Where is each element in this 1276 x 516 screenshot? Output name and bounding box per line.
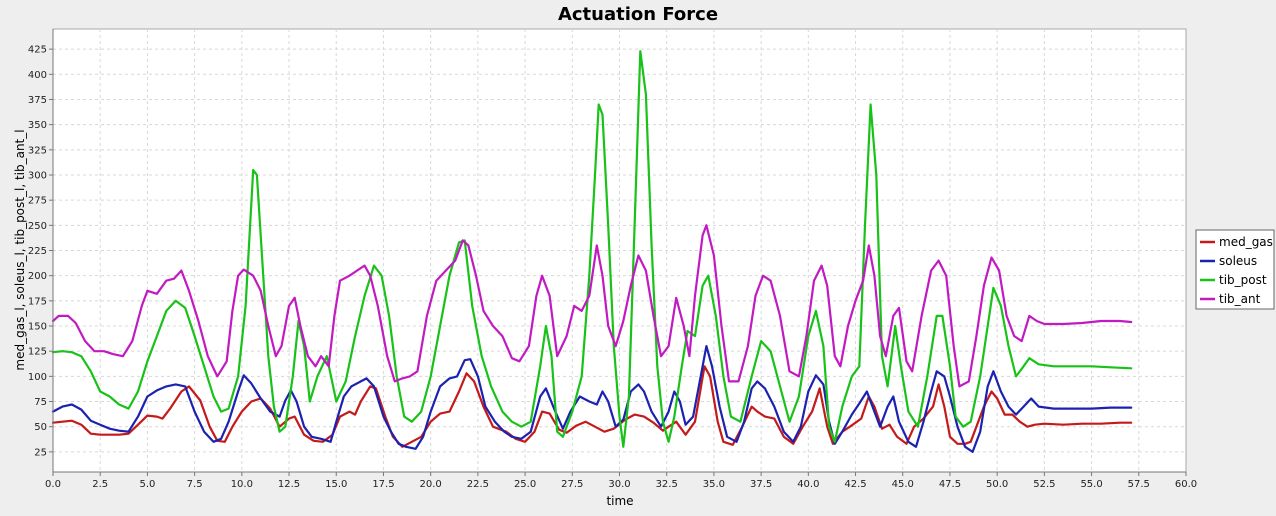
x-tick-label: 5.0 [139,479,155,490]
x-tick-label: 0.0 [45,479,61,490]
x-axis-ticks: 0.0 2.5 5.0 7.5 10.0 12.5 15.0 17.5 20.0 22.5 25.0… [45,472,1197,490]
y-axis-ticks: 25 50 75 100 125 150 175 200 225 250 275 300 325 350 3… [28,45,53,458]
y-tick-label: 225 [28,246,47,257]
y-tick-label: 250 [28,221,47,232]
y-tick-label: 125 [28,347,47,358]
y-tick-label: 50 [34,422,47,433]
series-line-tib-post [51,50,1133,448]
series-line-soleus [51,345,1133,453]
x-tick-label: 20.0 [420,479,442,490]
x-tick-label: 57.5 [1128,479,1150,490]
y-tick-label: 150 [28,322,47,333]
x-tick-label: 22.5 [467,479,489,490]
x-tick-label: 17.5 [372,479,394,490]
x-tick-label: 15.0 [325,479,347,490]
chart-title: Actuation Force [558,4,718,25]
legend-label-tib-ant: tib_ant [1219,292,1261,306]
y-tick-label: 425 [28,45,47,56]
series-line-med-gas [51,365,1133,448]
x-tick-label: 10.0 [231,479,253,490]
x-tick-label: 25.0 [514,479,536,490]
y-tick-label: 200 [28,271,47,282]
x-tick-label: 40.0 [797,479,819,490]
y-tick-label: 350 [28,120,47,131]
x-tick-label: 45.0 [892,479,914,490]
x-tick-label: 42.5 [844,479,866,490]
grid-lines [53,29,1186,472]
x-tick-label: 60.0 [1175,479,1197,490]
y-tick-label: 375 [28,95,47,106]
x-tick-label: 7.5 [187,479,203,490]
x-tick-label: 55.0 [1080,479,1102,490]
x-tick-label: 37.5 [750,479,772,490]
x-tick-label: 2.5 [92,479,108,490]
x-tick-label: 50.0 [986,479,1008,490]
y-tick-label: 100 [28,372,47,383]
x-tick-label: 32.5 [656,479,678,490]
x-axis-label: time [606,494,633,508]
y-tick-label: 75 [34,397,47,408]
x-tick-label: 27.5 [561,479,583,490]
x-tick-label: 35.0 [703,479,725,490]
y-tick-label: 325 [28,145,47,156]
x-tick-label: 12.5 [278,479,300,490]
x-tick-label: 47.5 [939,479,961,490]
legend-label-tib-post: tib_post [1219,273,1267,287]
y-tick-label: 400 [28,70,47,81]
series-line-tib-ant [51,224,1133,388]
y-tick-label: 275 [28,196,47,207]
y-axis-label: med_gas_l, soleus_l, tib_post_l, tib_ant… [13,129,27,370]
legend-label-med-gas: med_gas [1219,235,1273,249]
x-tick-label: 52.5 [1033,479,1055,490]
y-tick-label: 175 [28,296,47,307]
legend-label-soleus: soleus [1219,254,1257,268]
series-lines [51,50,1133,453]
x-tick-label: 30.0 [608,479,630,490]
y-tick-label: 25 [34,447,47,458]
y-tick-label: 300 [28,170,47,181]
